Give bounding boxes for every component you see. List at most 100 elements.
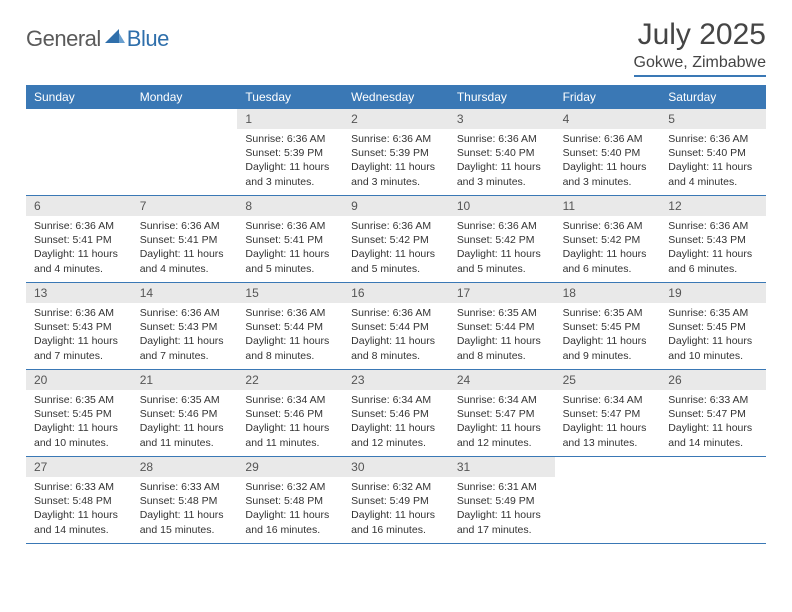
logo: General Blue xyxy=(26,18,169,52)
day-body: Sunrise: 6:34 AMSunset: 5:46 PMDaylight:… xyxy=(343,390,449,454)
day-body: Sunrise: 6:33 AMSunset: 5:47 PMDaylight:… xyxy=(660,390,766,454)
day-body: Sunrise: 6:36 AMSunset: 5:39 PMDaylight:… xyxy=(343,129,449,193)
weekday-header: Monday xyxy=(132,85,238,109)
weekday-header: Wednesday xyxy=(343,85,449,109)
day-number: 31 xyxy=(449,457,555,477)
day-cell: 2Sunrise: 6:36 AMSunset: 5:39 PMDaylight… xyxy=(343,109,449,195)
day-number: 14 xyxy=(132,283,238,303)
day-number: 18 xyxy=(555,283,661,303)
day-number: 30 xyxy=(343,457,449,477)
day-body: Sunrise: 6:35 AMSunset: 5:46 PMDaylight:… xyxy=(132,390,238,454)
day-number: 12 xyxy=(660,196,766,216)
day-body: Sunrise: 6:36 AMSunset: 5:44 PMDaylight:… xyxy=(237,303,343,367)
day-body: Sunrise: 6:35 AMSunset: 5:45 PMDaylight:… xyxy=(660,303,766,367)
day-body: Sunrise: 6:34 AMSunset: 5:46 PMDaylight:… xyxy=(237,390,343,454)
weekday-header: Friday xyxy=(555,85,661,109)
day-cell: 28Sunrise: 6:33 AMSunset: 5:48 PMDayligh… xyxy=(132,457,238,543)
day-cell: 12Sunrise: 6:36 AMSunset: 5:43 PMDayligh… xyxy=(660,196,766,282)
day-number: 27 xyxy=(26,457,132,477)
day-body: Sunrise: 6:36 AMSunset: 5:42 PMDaylight:… xyxy=(555,216,661,280)
weekday-header: Sunday xyxy=(26,85,132,109)
day-number: 20 xyxy=(26,370,132,390)
week-row: 20Sunrise: 6:35 AMSunset: 5:45 PMDayligh… xyxy=(26,370,766,457)
day-cell: 11Sunrise: 6:36 AMSunset: 5:42 PMDayligh… xyxy=(555,196,661,282)
day-number: 2 xyxy=(343,109,449,129)
logo-text-general: General xyxy=(26,26,101,52)
day-body: Sunrise: 6:34 AMSunset: 5:47 PMDaylight:… xyxy=(555,390,661,454)
day-cell: 5Sunrise: 6:36 AMSunset: 5:40 PMDaylight… xyxy=(660,109,766,195)
day-body: Sunrise: 6:36 AMSunset: 5:41 PMDaylight:… xyxy=(132,216,238,280)
day-cell: 31Sunrise: 6:31 AMSunset: 5:49 PMDayligh… xyxy=(449,457,555,543)
day-number: 15 xyxy=(237,283,343,303)
day-cell: 0 xyxy=(660,457,766,543)
day-body: Sunrise: 6:36 AMSunset: 5:44 PMDaylight:… xyxy=(343,303,449,367)
day-cell: 22Sunrise: 6:34 AMSunset: 5:46 PMDayligh… xyxy=(237,370,343,456)
day-body: Sunrise: 6:33 AMSunset: 5:48 PMDaylight:… xyxy=(26,477,132,541)
day-number: 26 xyxy=(660,370,766,390)
day-cell: 30Sunrise: 6:32 AMSunset: 5:49 PMDayligh… xyxy=(343,457,449,543)
month-title: July 2025 xyxy=(634,18,767,52)
weekday-header: Tuesday xyxy=(237,85,343,109)
day-body: Sunrise: 6:33 AMSunset: 5:48 PMDaylight:… xyxy=(132,477,238,541)
day-number: 1 xyxy=(237,109,343,129)
weekday-row: SundayMondayTuesdayWednesdayThursdayFrid… xyxy=(26,85,766,109)
day-cell: 9Sunrise: 6:36 AMSunset: 5:42 PMDaylight… xyxy=(343,196,449,282)
week-row: 6Sunrise: 6:36 AMSunset: 5:41 PMDaylight… xyxy=(26,196,766,283)
day-body: Sunrise: 6:34 AMSunset: 5:47 PMDaylight:… xyxy=(449,390,555,454)
day-body: Sunrise: 6:36 AMSunset: 5:43 PMDaylight:… xyxy=(660,216,766,280)
day-body: Sunrise: 6:31 AMSunset: 5:49 PMDaylight:… xyxy=(449,477,555,541)
day-cell: 17Sunrise: 6:35 AMSunset: 5:44 PMDayligh… xyxy=(449,283,555,369)
day-cell: 3Sunrise: 6:36 AMSunset: 5:40 PMDaylight… xyxy=(449,109,555,195)
day-number: 9 xyxy=(343,196,449,216)
day-body: Sunrise: 6:36 AMSunset: 5:43 PMDaylight:… xyxy=(132,303,238,367)
day-number: 28 xyxy=(132,457,238,477)
calendar-page: General Blue July 2025 Gokwe, Zimbabwe S… xyxy=(0,0,792,544)
day-body: Sunrise: 6:36 AMSunset: 5:42 PMDaylight:… xyxy=(343,216,449,280)
location: Gokwe, Zimbabwe xyxy=(634,54,767,72)
day-number: 7 xyxy=(132,196,238,216)
day-number: 4 xyxy=(555,109,661,129)
day-cell: 27Sunrise: 6:33 AMSunset: 5:48 PMDayligh… xyxy=(26,457,132,543)
day-cell: 21Sunrise: 6:35 AMSunset: 5:46 PMDayligh… xyxy=(132,370,238,456)
day-body: Sunrise: 6:35 AMSunset: 5:45 PMDaylight:… xyxy=(555,303,661,367)
day-body: Sunrise: 6:36 AMSunset: 5:39 PMDaylight:… xyxy=(237,129,343,193)
day-cell: 24Sunrise: 6:34 AMSunset: 5:47 PMDayligh… xyxy=(449,370,555,456)
logo-mark-icon xyxy=(105,29,125,43)
day-cell: 4Sunrise: 6:36 AMSunset: 5:40 PMDaylight… xyxy=(555,109,661,195)
day-body: Sunrise: 6:36 AMSunset: 5:42 PMDaylight:… xyxy=(449,216,555,280)
day-number: 13 xyxy=(26,283,132,303)
weekday-header: Thursday xyxy=(449,85,555,109)
day-number: 24 xyxy=(449,370,555,390)
day-body: Sunrise: 6:36 AMSunset: 5:41 PMDaylight:… xyxy=(237,216,343,280)
day-number: 17 xyxy=(449,283,555,303)
day-cell: 8Sunrise: 6:36 AMSunset: 5:41 PMDaylight… xyxy=(237,196,343,282)
day-cell: 23Sunrise: 6:34 AMSunset: 5:46 PMDayligh… xyxy=(343,370,449,456)
day-number: 3 xyxy=(449,109,555,129)
day-number: 25 xyxy=(555,370,661,390)
day-number: 11 xyxy=(555,196,661,216)
day-body: Sunrise: 6:32 AMSunset: 5:49 PMDaylight:… xyxy=(343,477,449,541)
day-number: 5 xyxy=(660,109,766,129)
calendar: SundayMondayTuesdayWednesdayThursdayFrid… xyxy=(26,85,766,544)
day-cell: 0 xyxy=(555,457,661,543)
day-body: Sunrise: 6:35 AMSunset: 5:45 PMDaylight:… xyxy=(26,390,132,454)
day-cell: 16Sunrise: 6:36 AMSunset: 5:44 PMDayligh… xyxy=(343,283,449,369)
week-row: 13Sunrise: 6:36 AMSunset: 5:43 PMDayligh… xyxy=(26,283,766,370)
day-number: 10 xyxy=(449,196,555,216)
day-cell: 20Sunrise: 6:35 AMSunset: 5:45 PMDayligh… xyxy=(26,370,132,456)
title-rule xyxy=(634,75,767,77)
day-number: 21 xyxy=(132,370,238,390)
day-cell: 15Sunrise: 6:36 AMSunset: 5:44 PMDayligh… xyxy=(237,283,343,369)
day-number: 6 xyxy=(26,196,132,216)
day-number: 23 xyxy=(343,370,449,390)
day-number: 29 xyxy=(237,457,343,477)
day-cell: 13Sunrise: 6:36 AMSunset: 5:43 PMDayligh… xyxy=(26,283,132,369)
logo-text-blue: Blue xyxy=(127,26,169,52)
day-cell: 6Sunrise: 6:36 AMSunset: 5:41 PMDaylight… xyxy=(26,196,132,282)
day-body: Sunrise: 6:36 AMSunset: 5:40 PMDaylight:… xyxy=(660,129,766,193)
day-cell: 19Sunrise: 6:35 AMSunset: 5:45 PMDayligh… xyxy=(660,283,766,369)
weekday-header: Saturday xyxy=(660,85,766,109)
day-body: Sunrise: 6:36 AMSunset: 5:43 PMDaylight:… xyxy=(26,303,132,367)
day-cell: 26Sunrise: 6:33 AMSunset: 5:47 PMDayligh… xyxy=(660,370,766,456)
day-cell: 1Sunrise: 6:36 AMSunset: 5:39 PMDaylight… xyxy=(237,109,343,195)
